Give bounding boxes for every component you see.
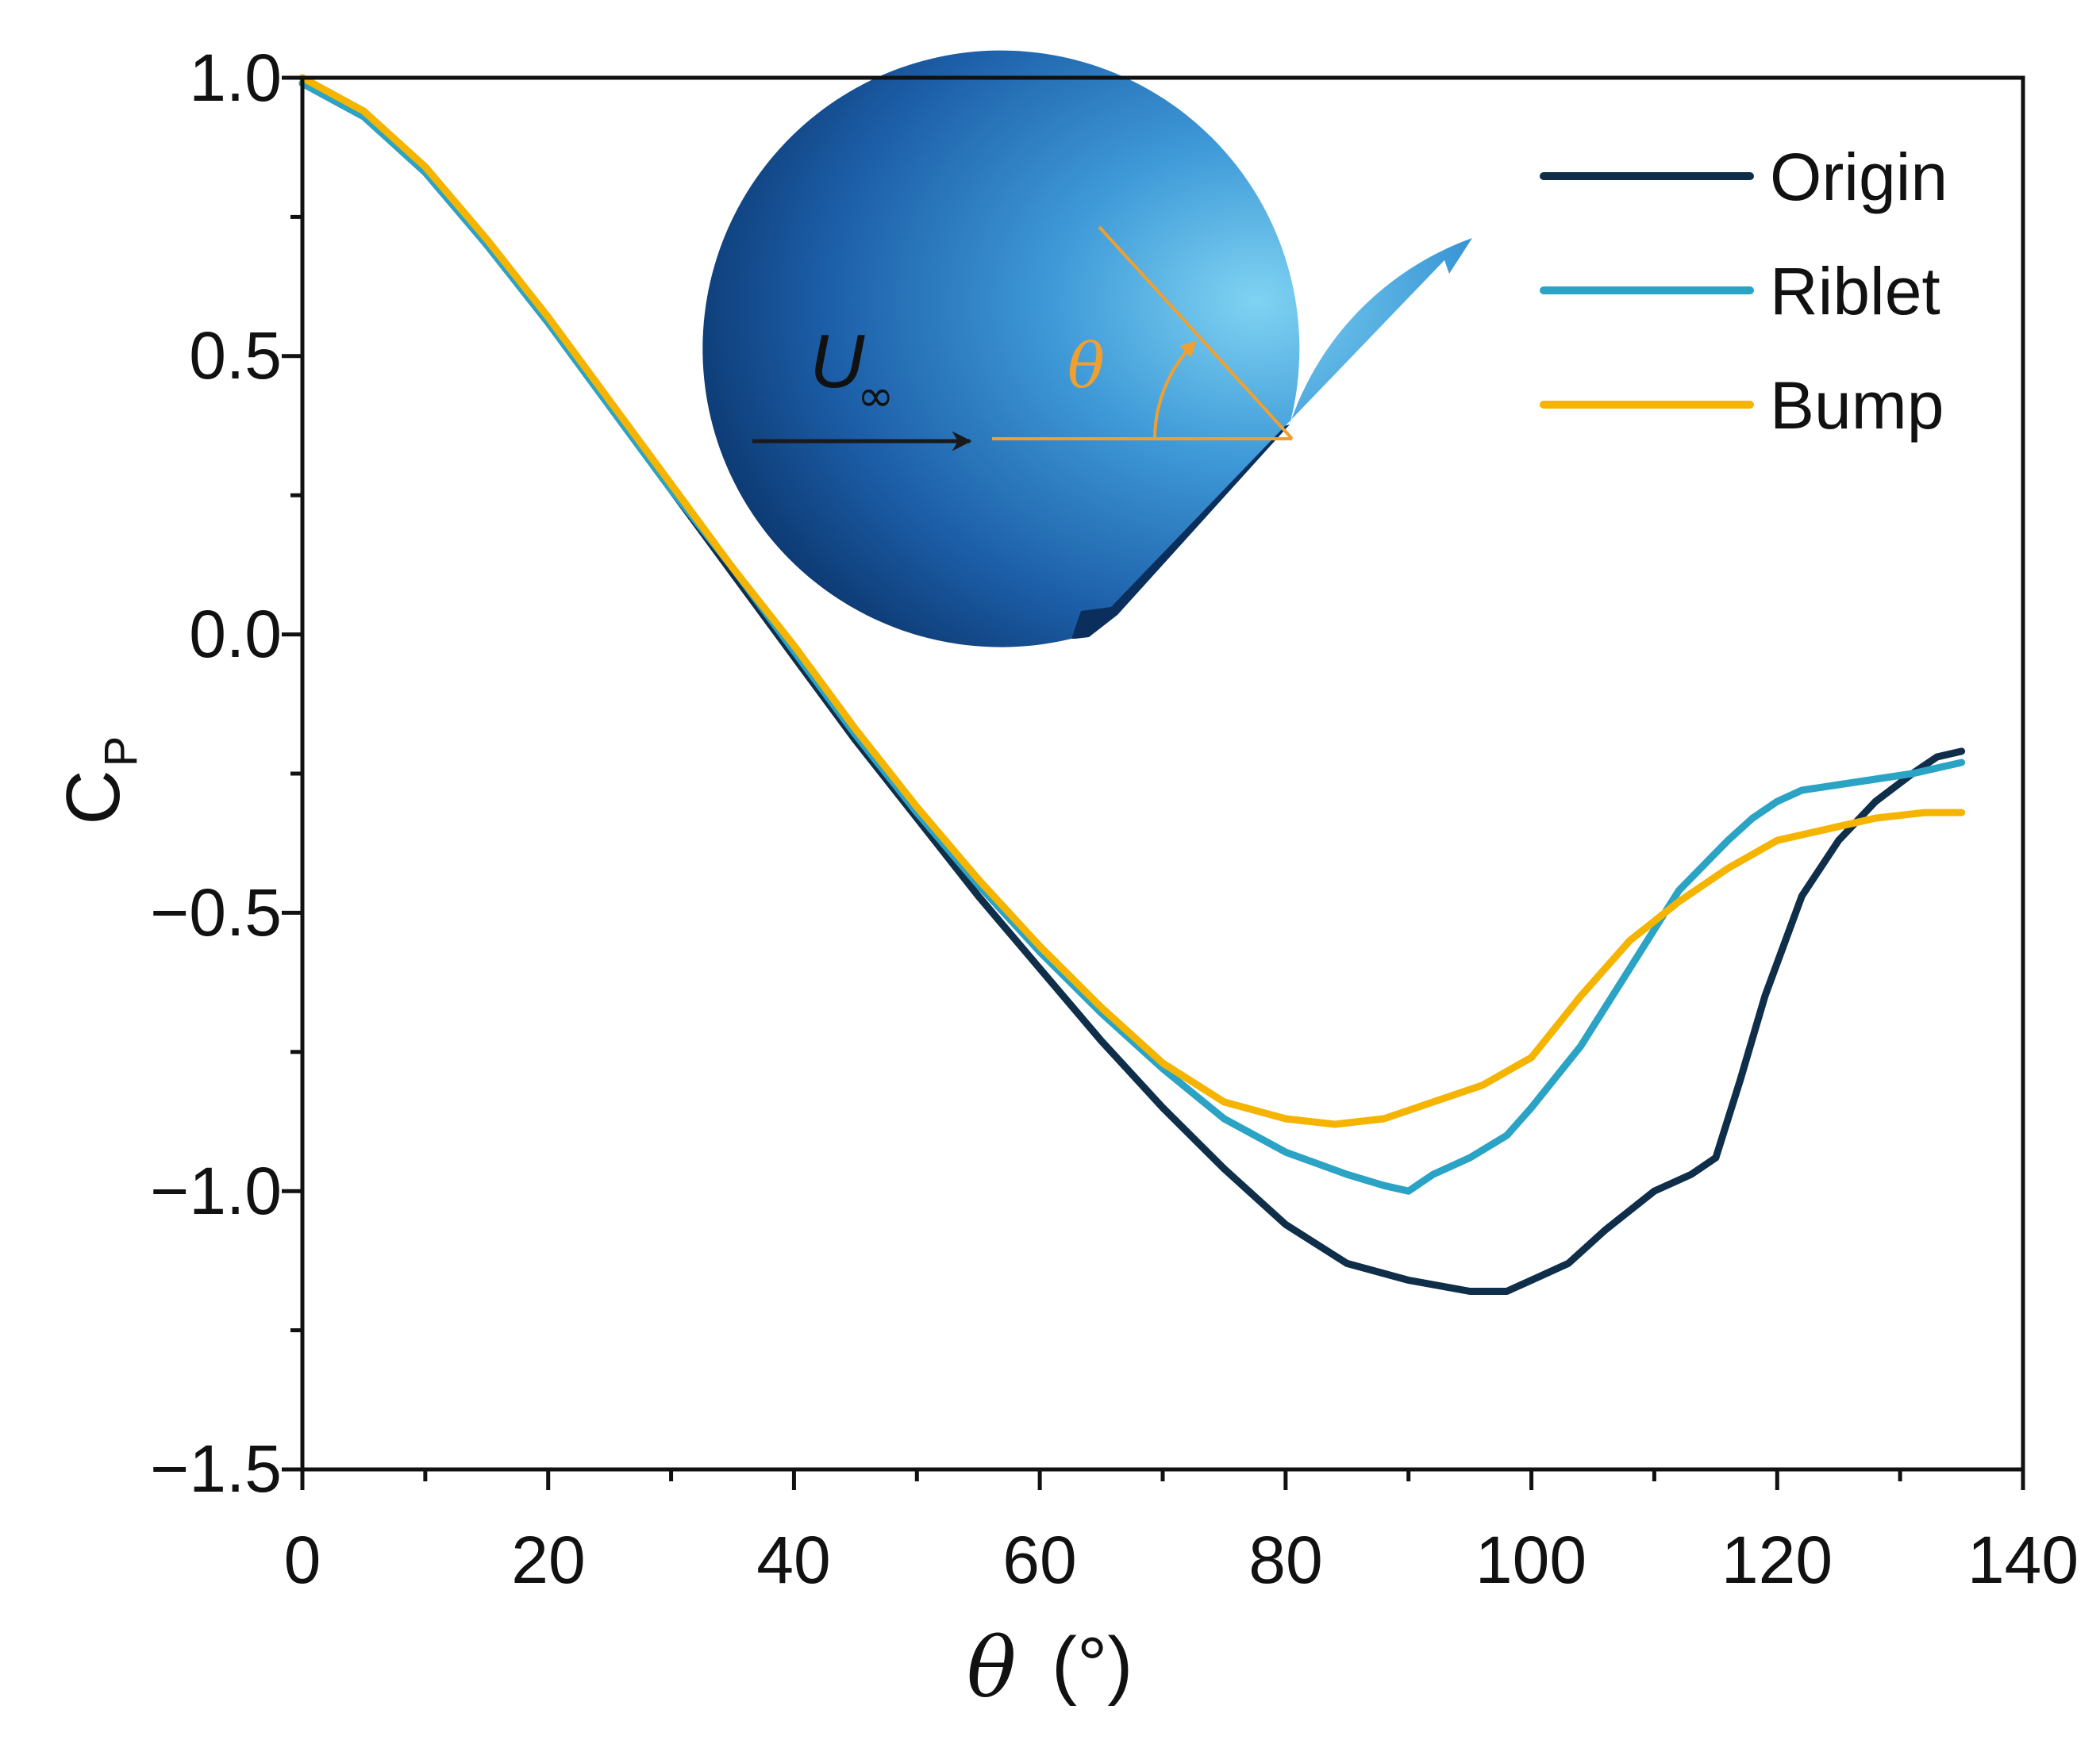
angle-arc-icon — [1153, 340, 1197, 440]
series-line-bump — [298, 74, 1966, 1128]
x-tick-labels: 0 20 40 60 80 100 120 140 — [284, 1523, 2079, 1597]
x-tick-label: 140 — [1967, 1523, 2079, 1597]
y-tick-label: −1.5 — [150, 1431, 282, 1506]
y-axis-c: C — [51, 770, 136, 824]
x-tick-label: 40 — [756, 1523, 830, 1597]
angle-theta-label: θ — [1067, 331, 1105, 402]
flow-u-label: U — [810, 319, 865, 404]
hemisphere-shape — [702, 50, 1472, 647]
y-axis-p-subscript: P — [95, 736, 147, 767]
flow-infinity-subscript: ∞ — [857, 371, 894, 422]
angle-radius — [1098, 225, 1294, 440]
x-tick-label: 120 — [1721, 1523, 1833, 1597]
x-tick-label: 100 — [1475, 1523, 1587, 1597]
hemisphere-inset: θ U ∞ — [702, 50, 1472, 647]
x-axis-unit: (°) — [1052, 1622, 1133, 1707]
x-tick-label: 80 — [1248, 1523, 1322, 1597]
y-tick-label: 0.5 — [189, 318, 282, 393]
x-axis-theta: θ — [967, 1619, 1017, 1716]
y-axis-title: C P — [51, 736, 147, 825]
y-tick-label: 1.0 — [189, 40, 282, 115]
legend-label-riblet: Riblet — [1770, 254, 1940, 328]
legend: Origin Riblet Bump — [1540, 140, 1948, 443]
y-tick-labels: −1.5 −1.0 −0.5 0.0 0.5 1.0 — [150, 40, 282, 1506]
legend-label-bump: Bump — [1770, 368, 1944, 443]
x-tick-label: 0 — [284, 1523, 321, 1597]
ticks-layer — [282, 75, 2025, 1490]
x-axis-title: θ (°) — [967, 1619, 1133, 1716]
y-tick-label: 0.0 — [189, 597, 282, 671]
legend-label-origin: Origin — [1770, 140, 1948, 214]
x-tick-label: 20 — [511, 1523, 585, 1597]
y-tick-label: −0.5 — [150, 875, 282, 950]
series-layer — [298, 74, 1966, 1295]
y-tick-label: −1.0 — [150, 1154, 282, 1228]
x-tick-label: 60 — [1002, 1523, 1076, 1597]
